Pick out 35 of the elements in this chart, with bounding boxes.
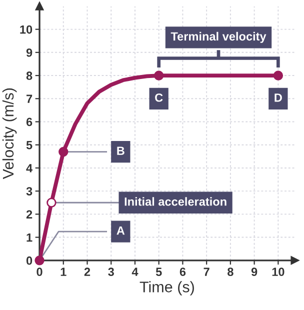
annotation: C	[155, 93, 163, 102]
x-tick-label: 9	[251, 268, 258, 276]
annotation: A	[116, 226, 125, 235]
annotation: Initial acceleration	[124, 197, 226, 206]
point	[46, 198, 56, 208]
y-tick-label: 10	[20, 25, 32, 34]
x-tick-label: 5	[156, 268, 162, 276]
x-tick-label: 0	[36, 268, 42, 276]
annotation: Terminal velocity	[170, 32, 266, 43]
annotation: B	[117, 146, 124, 155]
y-tick-label: 8	[26, 72, 32, 80]
point	[273, 70, 284, 80]
y-tick-label: 1	[26, 233, 32, 242]
y-tick-label: 7	[26, 94, 32, 103]
point	[58, 146, 68, 157]
x-tick-label: 4	[132, 268, 138, 276]
y-tick-label: 9	[26, 48, 32, 57]
x-tick-label: 8	[228, 268, 234, 276]
y-tick-label: 6	[26, 118, 32, 126]
x-tick-label: 3	[108, 268, 114, 276]
y-tick-label: 2	[26, 210, 32, 218]
x-tick-label: 6	[180, 268, 186, 276]
x-tick-label: 2	[84, 268, 90, 276]
x-tick-label: 7	[204, 268, 210, 276]
x-tick-label: 10	[272, 268, 284, 276]
y-axis-title: Velocity (m/s)	[2, 88, 17, 180]
x-tick-label: 1	[60, 268, 66, 276]
x-axis-title: Time (s)	[140, 281, 194, 296]
point	[34, 256, 44, 266]
y-tick-label: 5	[26, 141, 32, 150]
y-tick-label: 4	[26, 164, 33, 172]
y-tick-label: 3	[26, 187, 32, 196]
y-tick-label: 0	[26, 256, 32, 265]
annotation: D	[274, 94, 282, 102]
point	[154, 70, 164, 80]
